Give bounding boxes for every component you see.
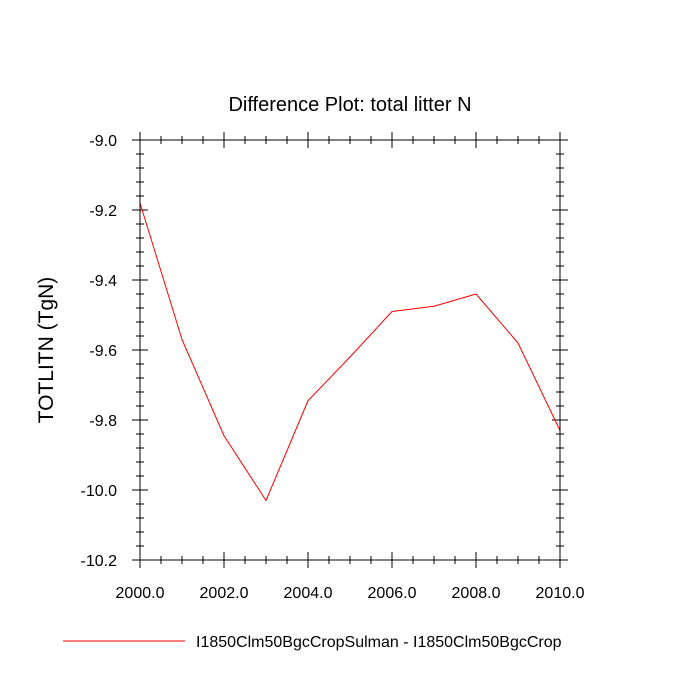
y-tick-label: -9.0 [89, 133, 117, 150]
legend-label: I1850Clm50BgcCropSulman - I1850Clm50BgcC… [196, 634, 562, 651]
x-tick-label: 2010.0 [536, 585, 585, 602]
chart-title: Difference Plot: total litter N [228, 94, 471, 116]
plot-frame [139, 139, 561, 561]
y-tick-label: -10.0 [81, 483, 118, 500]
x-tick-label: 2002.0 [200, 585, 249, 602]
y-tick-label: -9.2 [89, 203, 117, 220]
x-tick-label: 2008.0 [452, 585, 501, 602]
minor-ticks [136, 136, 564, 564]
tick-labels: -9.0 -9.2 -9.4 -9.6 -9.8 -10.0 -10.2 2000.0 2002… [81, 133, 585, 602]
x-tick-label: 2006.0 [368, 585, 417, 602]
y-tick-label: -9.6 [89, 343, 117, 360]
y-tick-label: -9.4 [89, 273, 117, 290]
y-axis-label: TOTLITN (TgN) [35, 277, 58, 424]
y-tick-label: -9.8 [89, 413, 117, 430]
major-ticks [132, 132, 568, 568]
y-tick-label: -10.2 [81, 553, 118, 570]
x-tick-label: 2000.0 [116, 585, 165, 602]
series-line [139, 202, 561, 501]
x-tick-label: 2004.0 [284, 585, 333, 602]
series-layer [139, 202, 561, 501]
legend: I1850Clm50BgcCropSulman - I1850Clm50BgcC… [63, 634, 562, 651]
